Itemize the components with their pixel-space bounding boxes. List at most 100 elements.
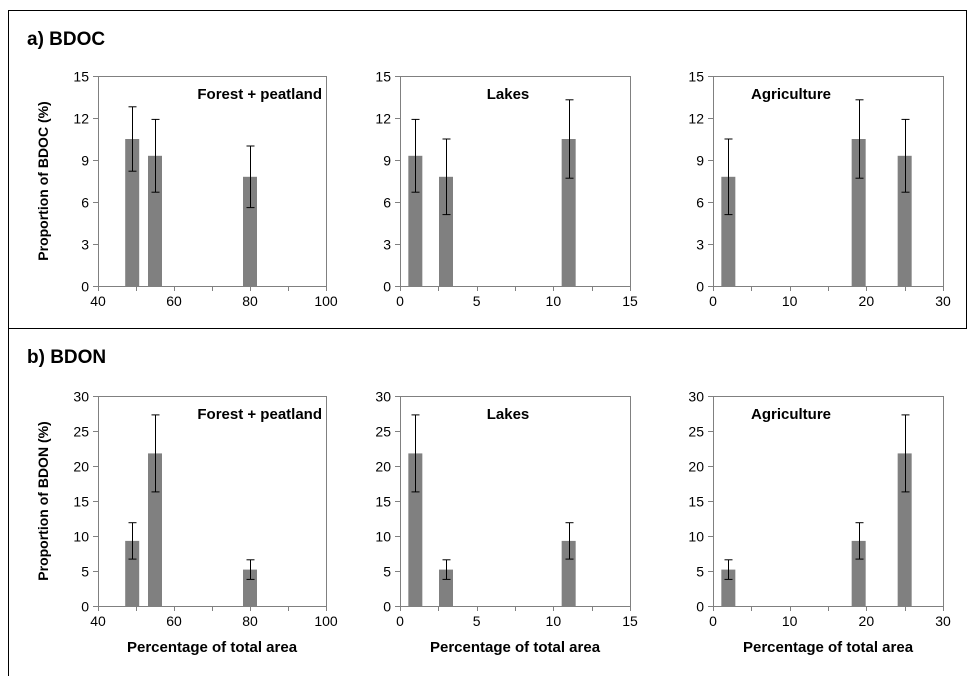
bar: [408, 155, 423, 286]
y-tick-label: 12: [375, 111, 391, 127]
x-tick-label: 60: [166, 293, 182, 309]
y-tick-label: 6: [696, 195, 704, 211]
y-tick-label: 30: [375, 389, 391, 405]
y-tick-label: 30: [73, 389, 89, 405]
chart-title: Forest + peatland: [197, 406, 322, 423]
x-axis-label: Percentage of total area: [430, 639, 601, 656]
x-tick-label: 10: [782, 613, 798, 629]
y-tick-label: 15: [73, 69, 89, 85]
bar: [721, 176, 736, 286]
y-tick-label: 12: [73, 111, 89, 127]
y-tick-label: 9: [383, 153, 391, 169]
x-tick-label: 80: [242, 613, 258, 629]
chart-title: Forest + peatland: [197, 86, 322, 103]
y-tick-label: 0: [383, 279, 391, 295]
x-tick-label: 100: [314, 613, 338, 629]
y-tick-label: 25: [73, 424, 89, 440]
x-tick-label: 60: [166, 613, 182, 629]
y-tick-label: 15: [375, 494, 391, 510]
panel-a-label: a) BDOC: [27, 29, 105, 50]
chart-title: Agriculture: [751, 86, 831, 103]
x-tick-label: 30: [935, 613, 951, 629]
x-tick-label: 40: [90, 293, 106, 309]
y-tick-label: 5: [81, 564, 89, 580]
y-tick-label: 30: [688, 389, 704, 405]
x-tick-label: 100: [314, 293, 338, 309]
bar: [721, 569, 736, 606]
x-tick-label: 5: [473, 293, 481, 309]
y-tick-label: 3: [81, 237, 89, 253]
y-tick-label: 3: [383, 237, 391, 253]
y-tick-label: 9: [81, 153, 89, 169]
plot-area: [400, 76, 631, 287]
y-tick-label: 10: [688, 529, 704, 545]
y-tick-label: 15: [375, 69, 391, 85]
chart-b-3: 0 5 10 15 20 25 30 0 10 20 30 Agriculture Percentage…: [688, 389, 951, 657]
x-tick-label: 10: [546, 293, 562, 309]
y-tick-label: 6: [383, 195, 391, 211]
bar: [439, 569, 453, 606]
chart-a-2: 0 3 6 9 12 15 0 5 10 15 Lakes: [375, 69, 638, 310]
chart-b-1: 0 5 10 15 20 25 30 40 60 80 100 Forest + peatland Pr…: [35, 389, 338, 657]
chart-a-3: 0 3 6 9 12 15 0 10 20 30 Agriculture: [688, 69, 951, 310]
bar: [561, 540, 576, 606]
x-tick-label: 0: [396, 293, 404, 309]
y-tick-label: 5: [383, 564, 391, 580]
y-tick-label: 25: [688, 424, 704, 440]
y-tick-label: 0: [696, 599, 704, 615]
x-tick-label: 20: [859, 613, 875, 629]
y-tick-label: 6: [81, 195, 89, 211]
y-tick-label: 15: [73, 494, 89, 510]
x-tick-label: 80: [242, 293, 258, 309]
bar: [243, 569, 257, 606]
bar: [851, 540, 866, 606]
x-tick-label: 30: [935, 293, 951, 309]
bar: [897, 155, 912, 286]
y-tick-label: 0: [696, 279, 704, 295]
x-tick-label: 5: [473, 613, 481, 629]
x-axis-label: Percentage of total area: [743, 639, 914, 656]
x-tick-label: 0: [709, 613, 717, 629]
y-tick-label: 0: [81, 279, 89, 295]
bar: [897, 453, 912, 606]
bar: [125, 540, 140, 606]
y-axis-label: Proportion of BDOC (%): [35, 101, 51, 260]
x-tick-label: 15: [622, 293, 638, 309]
y-tick-label: 15: [688, 69, 704, 85]
y-tick-label: 25: [375, 424, 391, 440]
bar: [439, 176, 453, 286]
chart-title: Lakes: [487, 86, 530, 103]
x-axis-label: Percentage of total area: [127, 639, 298, 656]
chart-title: Agriculture: [751, 406, 831, 423]
bar: [561, 139, 576, 286]
y-tick-label: 12: [688, 111, 704, 127]
x-tick-label: 0: [709, 293, 717, 309]
x-tick-label: 20: [859, 293, 875, 309]
y-tick-label: 10: [73, 529, 89, 545]
y-tick-label: 20: [73, 459, 89, 475]
x-tick-label: 10: [546, 613, 562, 629]
y-tick-label: 5: [696, 564, 704, 580]
x-tick-label: 15: [622, 613, 638, 629]
x-tick-label: 0: [396, 613, 404, 629]
panel-b-label: b) BDON: [27, 347, 106, 368]
chart-a-1: 0 3 6 9 12 15 40 60 80 100 Forest + peatland Propor…: [35, 69, 338, 310]
x-tick-label: 10: [782, 293, 798, 309]
y-tick-label: 20: [688, 459, 704, 475]
x-tick-label: 40: [90, 613, 106, 629]
y-axis-label: Proportion of BDON (%): [35, 421, 51, 580]
y-tick-label: 3: [696, 237, 704, 253]
y-tick-label: 10: [375, 529, 391, 545]
plot-area: [400, 396, 631, 607]
chart-b-2: 0 5 10 15 20 25 30 0 5 10 15 Lakes Percentage of tot…: [375, 389, 638, 657]
bar: [148, 155, 162, 286]
chart-title: Lakes: [487, 406, 530, 423]
y-tick-label: 15: [688, 494, 704, 510]
bar: [125, 139, 140, 286]
y-tick-label: 9: [696, 153, 704, 169]
panel-a-frame: [8, 10, 967, 329]
y-tick-label: 20: [375, 459, 391, 475]
